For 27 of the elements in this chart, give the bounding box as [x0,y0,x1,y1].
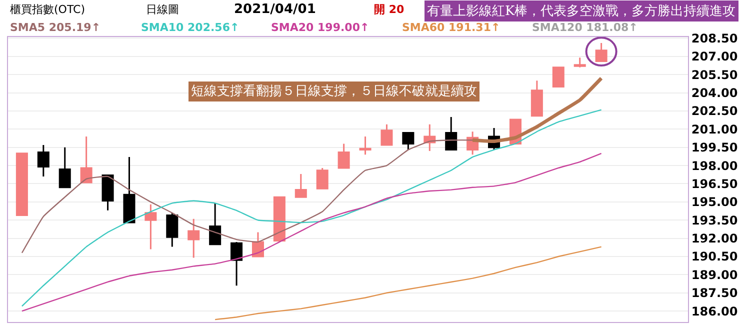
annotation: 短線支撐看翻揚５日線支撐，５日線不破就是續攻 [191,84,477,99]
y-tick-label: 208.50 [691,31,738,46]
y-tick-label: 201.00 [691,122,738,136]
y-tick-label: 205.50 [691,68,738,82]
y-tick-label: 190.50 [691,250,738,264]
text: SMA10 202.56↑ [141,21,240,34]
y-tick-label: 202.50 [691,104,738,118]
y-tick-label: 198.00 [691,158,738,173]
text: SMA120 181.08↑ [532,21,638,34]
text: 日線圖 [146,3,179,16]
y-tick-label: 189.00 [691,268,738,282]
y-tick-label: 192.00 [691,232,738,246]
y-tick-label: 207.00 [691,50,738,64]
text: SMA60 191.31↑ [402,21,500,34]
text: 櫃買指數(OTC) [10,3,85,16]
y-tick-label: 199.50 [691,140,738,155]
y-tick-label: 193.50 [691,213,738,228]
y-tick-label: 204.00 [691,86,738,100]
text: 開 20 [374,3,404,16]
y-tick-label: 187.50 [691,286,738,300]
text: SMA20 199.00↑ [271,21,370,34]
y-tick-label: 195.00 [691,195,738,210]
y-tick-label: 186.00 [691,304,738,318]
text: 2021/04/01 [234,2,316,17]
y-tick-label: 196.50 [691,176,738,191]
text: SMA5 205.19↑ [10,21,101,34]
text: 有量上影線紅K棒，代表多空激戰，多方勝出持續進攻 [427,3,736,19]
